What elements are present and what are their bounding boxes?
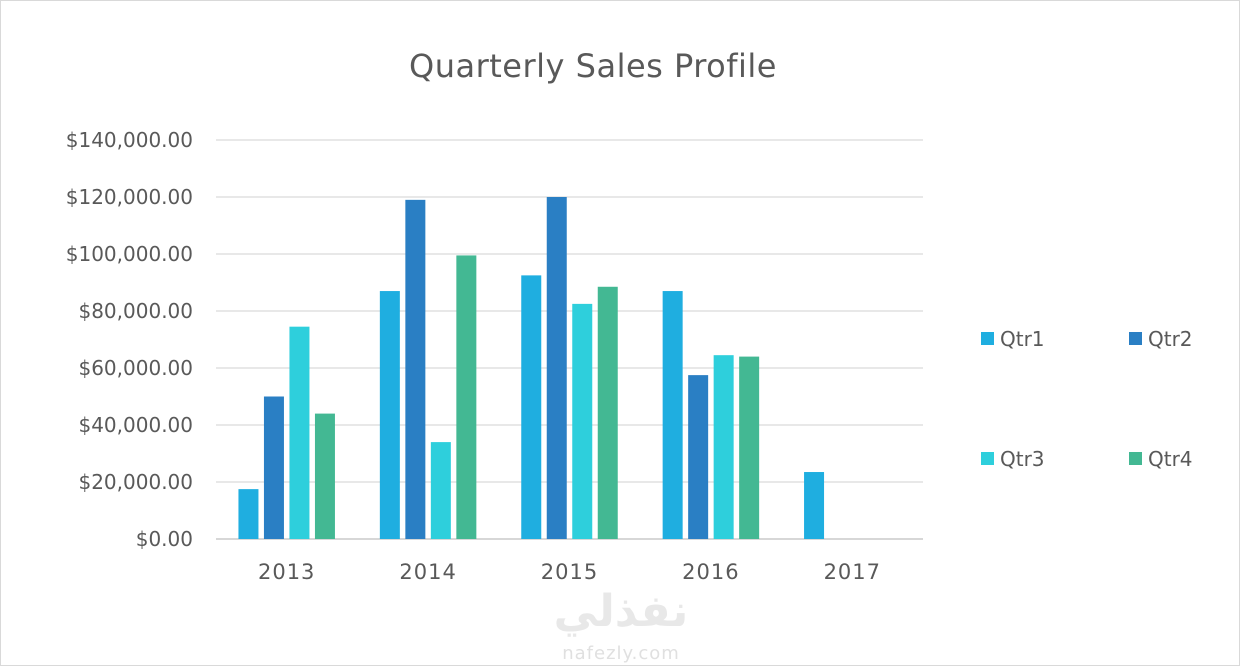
watermark: نفذلي nafezly.com <box>554 586 689 664</box>
bar-qtr4-2014 <box>456 255 477 540</box>
y-tick-label: $0.00 <box>136 527 193 551</box>
x-tick-label: 2017 <box>824 560 881 584</box>
legend-swatch <box>981 332 994 345</box>
x-tick-label: 2016 <box>682 560 739 584</box>
bar-qtr2-2013 <box>263 396 284 539</box>
legend-label: Qtr4 <box>1148 447 1193 471</box>
bars <box>238 197 825 540</box>
legend-label: Qtr3 <box>1000 447 1045 471</box>
bar-qtr1-2017 <box>804 472 825 539</box>
legend-item-qtr4: Qtr4 <box>1129 447 1193 471</box>
y-tick-label: $60,000.00 <box>78 356 193 380</box>
legend-label: Qtr2 <box>1148 327 1193 351</box>
x-tick-label: 2013 <box>258 560 315 584</box>
watermark-arabic: نفذلي <box>554 586 689 637</box>
legend-item-qtr3: Qtr3 <box>981 447 1045 471</box>
bar-qtr1-2016 <box>662 291 683 539</box>
bar-qtr1-2014 <box>379 291 400 539</box>
bar-qtr1-2013 <box>238 489 259 539</box>
y-tick-label: $100,000.00 <box>66 242 193 266</box>
bar-qtr2-2015 <box>546 197 567 539</box>
y-tick-label: $20,000.00 <box>78 470 193 494</box>
legend-item-qtr2: Qtr2 <box>1129 327 1193 351</box>
watermark-latin: nafezly.com <box>562 643 680 664</box>
bar-qtr4-2015 <box>597 286 618 539</box>
legend-swatch <box>1129 332 1142 345</box>
y-axis-ticks: $0.00 $20,000.00 $40,000.00 $60,000.00 $80,0… <box>66 128 193 551</box>
bar-qtr1-2015 <box>521 275 542 539</box>
legend-label: Qtr1 <box>1000 327 1045 351</box>
x-axis-ticks: 2013 2014 2015 2016 2017 <box>258 560 881 584</box>
y-tick-label: $120,000.00 <box>66 185 193 209</box>
bar-qtr3-2014 <box>430 442 451 539</box>
legend-item-qtr1: Qtr1 <box>981 327 1045 351</box>
x-tick-label: 2015 <box>541 560 598 584</box>
bar-qtr3-2016 <box>713 355 734 539</box>
y-tick-label: $80,000.00 <box>78 299 193 323</box>
y-tick-label: $40,000.00 <box>78 413 193 437</box>
bar-qtr4-2013 <box>314 413 335 539</box>
bar-qtr2-2016 <box>688 375 709 539</box>
bar-qtr3-2015 <box>572 303 593 539</box>
bar-qtr3-2013 <box>289 326 310 539</box>
legend: Qtr1 Qtr2 Qtr3 Qtr4 <box>981 327 1193 471</box>
legend-swatch <box>1129 452 1142 465</box>
legend-swatch <box>981 452 994 465</box>
bar-qtr4-2016 <box>739 356 760 539</box>
y-tick-label: $140,000.00 <box>66 128 193 152</box>
x-tick-label: 2014 <box>399 560 456 584</box>
chart-title: Quarterly Sales Profile <box>409 47 777 85</box>
bar-qtr2-2014 <box>405 199 426 539</box>
